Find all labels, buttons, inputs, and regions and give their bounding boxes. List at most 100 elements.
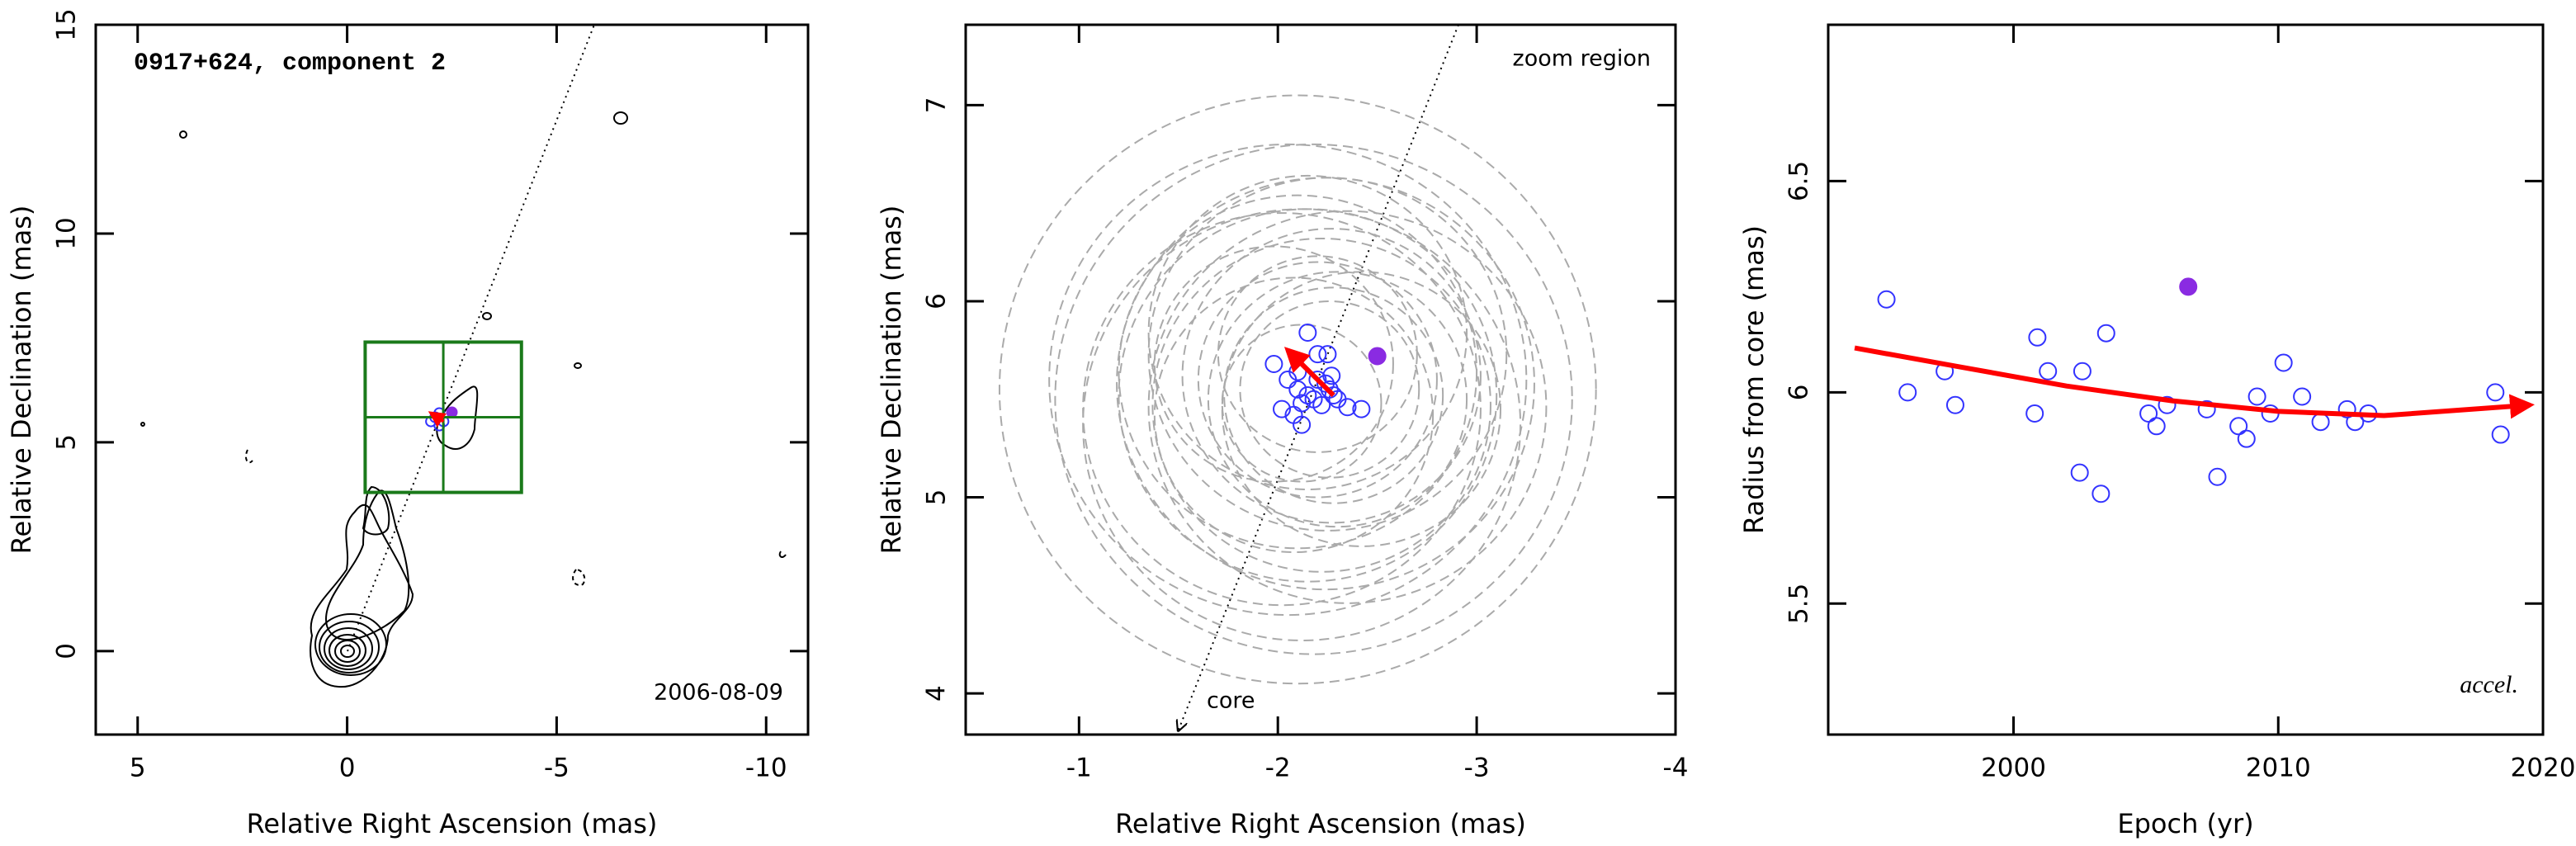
x-axis-label: Relative Right Ascension (mas) xyxy=(247,808,658,839)
y-tick-label: 15 xyxy=(52,8,82,40)
data-point xyxy=(1264,354,1283,373)
data-point xyxy=(2025,404,2044,423)
data-point xyxy=(1293,415,1312,434)
y-tick-label: 6.5 xyxy=(1784,161,1814,201)
data-point xyxy=(2179,277,2198,296)
data-point xyxy=(2229,417,2248,436)
component-size xyxy=(1118,208,1498,583)
y-tick-label: 5.5 xyxy=(1784,584,1814,624)
contours xyxy=(140,111,787,688)
data-point xyxy=(1273,399,1292,418)
x-tick-label: -3 xyxy=(1464,754,1490,783)
data-point xyxy=(1338,398,1357,417)
y-axis-label: Relative Declination (mas) xyxy=(6,206,37,555)
x-tick-label: -10 xyxy=(745,754,787,783)
x-tick-label: -5 xyxy=(544,754,570,783)
component-size xyxy=(1118,194,1478,550)
component-size xyxy=(1221,324,1383,483)
component-size xyxy=(1217,255,1418,453)
plot-frame xyxy=(1827,23,2545,736)
component-size xyxy=(1048,143,1528,617)
annotation: core xyxy=(1207,688,1255,714)
data-point xyxy=(2092,484,2110,503)
y-tick-label: 10 xyxy=(52,217,82,249)
data-point xyxy=(2039,362,2058,380)
data-point xyxy=(2070,463,2089,482)
component-size xyxy=(1147,174,1468,491)
x-axis-label: Relative Right Ascension (mas) xyxy=(1115,808,1526,839)
data-point xyxy=(1898,383,1917,402)
plot-frame xyxy=(94,23,810,736)
component-size xyxy=(1082,212,1482,607)
data-point xyxy=(1298,323,1317,342)
data-point xyxy=(1316,374,1335,393)
data-point xyxy=(2293,387,2312,406)
data-point xyxy=(2248,387,2266,406)
x-tick-label: -4 xyxy=(1663,754,1689,783)
x-tick-label: 2010 xyxy=(2246,754,2311,783)
data-point xyxy=(1945,395,1964,414)
data-point xyxy=(2491,425,2510,444)
data-point xyxy=(1312,395,1331,414)
x-tick-label: 0 xyxy=(339,754,356,783)
y-tick-label: 5 xyxy=(52,434,82,451)
plot-frame xyxy=(964,23,1677,736)
data-point xyxy=(446,406,458,418)
x-tick-label: 2000 xyxy=(1981,754,2046,783)
data-point xyxy=(2147,417,2166,436)
x-tick-label: -1 xyxy=(1066,754,1092,783)
data-point xyxy=(1293,394,1312,413)
y-tick-label: 4 xyxy=(922,685,952,702)
component-size xyxy=(1181,228,1482,524)
component-size xyxy=(1116,177,1535,591)
data-point xyxy=(2139,404,2158,423)
plot-area xyxy=(1877,277,2510,503)
data-point xyxy=(1352,399,1371,418)
data-point xyxy=(2096,324,2115,343)
component-size xyxy=(1197,261,1438,499)
data-point xyxy=(2274,353,2293,372)
data-point xyxy=(2486,383,2505,402)
x-tick-label: -2 xyxy=(1265,754,1291,783)
epoch-label: 2006-08-09 xyxy=(654,680,783,706)
data-point xyxy=(1320,380,1339,399)
data-point xyxy=(2311,413,2330,432)
x-tick-label: 2020 xyxy=(2511,754,2576,783)
jet-axis xyxy=(347,24,595,652)
y-tick-label: 6 xyxy=(922,293,952,310)
plot-area xyxy=(998,94,1597,685)
data-point xyxy=(1288,380,1307,399)
panel-title: 0917+624, component 2 xyxy=(134,50,446,78)
data-point xyxy=(1368,347,1387,366)
component-size xyxy=(1223,286,1444,504)
component-size xyxy=(1153,276,1435,554)
data-point xyxy=(1877,290,1896,309)
data-point xyxy=(2337,399,2356,418)
y-tick-label: 5 xyxy=(922,489,952,506)
component-size xyxy=(1153,245,1394,483)
component-size xyxy=(1207,271,1468,528)
y-tick-label: 0 xyxy=(52,643,82,659)
component-size xyxy=(1151,237,1491,573)
y-tick-label: 7 xyxy=(922,97,952,114)
component-size xyxy=(1054,143,1573,655)
x-axis-label: Epoch (yr) xyxy=(2117,808,2253,839)
data-point xyxy=(2158,395,2177,414)
data-point xyxy=(2073,362,2092,380)
motion-arrow xyxy=(1283,347,1335,398)
component-size xyxy=(1239,300,1420,479)
data-point xyxy=(2237,429,2256,448)
data-point xyxy=(1308,345,1327,364)
y-tick-label: 6 xyxy=(1784,384,1814,400)
data-point xyxy=(2208,467,2227,486)
data-point xyxy=(1318,345,1337,364)
component-size xyxy=(1147,210,1548,604)
component-size xyxy=(1082,208,1522,641)
annotation: accel. xyxy=(2460,671,2518,698)
data-point xyxy=(2028,328,2047,347)
motion-arrow xyxy=(428,411,447,428)
component-size xyxy=(998,94,1597,685)
data-point xyxy=(2197,399,2216,418)
annotation: zoom region xyxy=(1513,46,1651,72)
